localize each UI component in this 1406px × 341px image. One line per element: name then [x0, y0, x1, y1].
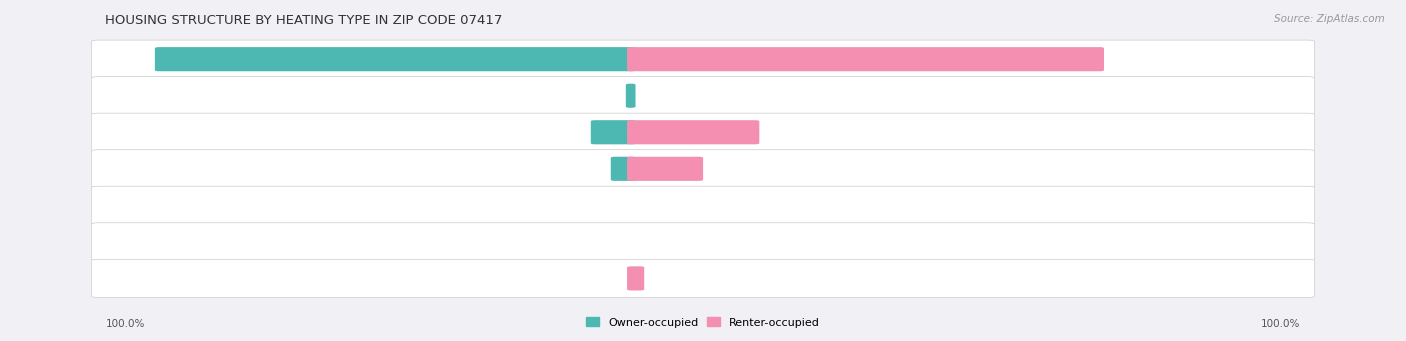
Text: 0.0%: 0.0% [593, 200, 620, 210]
Text: 0.24%: 0.24% [586, 91, 619, 101]
Text: 1.3%: 1.3% [651, 273, 678, 283]
Text: 10.1%: 10.1% [710, 164, 744, 174]
Text: 3.1%: 3.1% [578, 164, 603, 174]
Text: 100.0%: 100.0% [105, 319, 145, 329]
Legend: Owner-occupied, Renter-occupied: Owner-occupied, Renter-occupied [581, 313, 825, 332]
Text: Fuel Oil or Kerosene: Fuel Oil or Kerosene [582, 164, 681, 174]
Text: No Fuel Used: No Fuel Used [599, 273, 664, 283]
Text: 18.5%: 18.5% [766, 127, 800, 137]
Text: 0.0%: 0.0% [643, 200, 669, 210]
Text: 0.0%: 0.0% [643, 237, 669, 247]
Text: Source: ZipAtlas.com: Source: ZipAtlas.com [1274, 14, 1385, 24]
Text: Utility Gas: Utility Gas [606, 54, 657, 64]
Text: 0.0%: 0.0% [593, 237, 620, 247]
Text: 100.0%: 100.0% [1261, 319, 1301, 329]
Text: HOUSING STRUCTURE BY HEATING TYPE IN ZIP CODE 07417: HOUSING STRUCTURE BY HEATING TYPE IN ZIP… [105, 14, 503, 27]
Text: 6.9%: 6.9% [557, 127, 583, 137]
Text: All other Fuels: All other Fuels [596, 237, 666, 247]
Text: Bottled, Tank, or LP Gas: Bottled, Tank, or LP Gas [572, 91, 690, 101]
Text: Electricity: Electricity [606, 127, 657, 137]
Text: Coal or Coke: Coal or Coke [600, 200, 662, 210]
Text: 0.0%: 0.0% [593, 273, 620, 283]
Text: 89.8%: 89.8% [115, 54, 148, 64]
Text: 0.0%: 0.0% [643, 91, 669, 101]
Text: 70.0%: 70.0% [1111, 54, 1144, 64]
